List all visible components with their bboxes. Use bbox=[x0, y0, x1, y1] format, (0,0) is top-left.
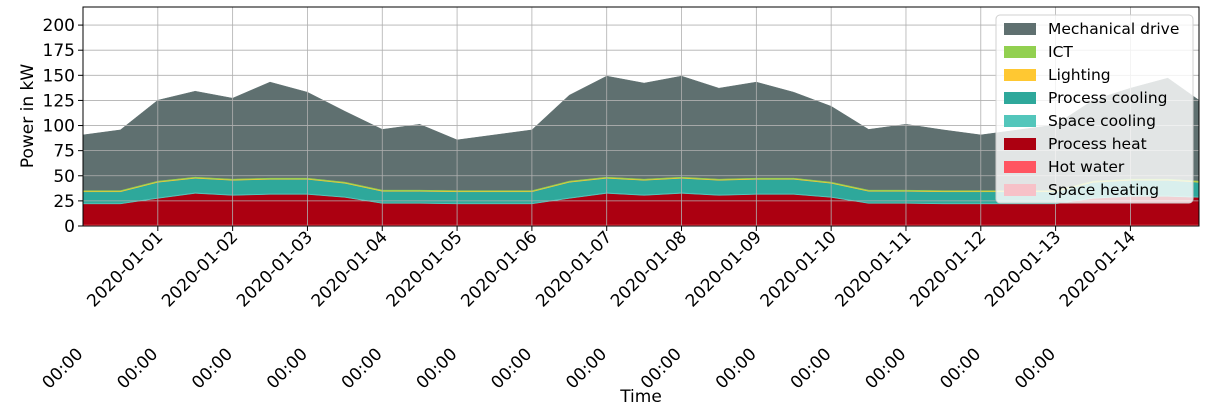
x-tick-label-date: 2020-01-11 bbox=[832, 227, 916, 311]
x-tick-label-date: 2020-01-05 bbox=[383, 227, 467, 311]
y-axis-ticks: 0 25 50 75 100 125 150 175 200 bbox=[43, 16, 83, 237]
legend-swatch-space-heating bbox=[1004, 184, 1036, 196]
x-tick-label-date: 2020-01-03 bbox=[233, 227, 317, 311]
legend-swatch-lighting bbox=[1004, 69, 1036, 81]
legend-label-process-cooling: Process cooling bbox=[1048, 89, 1168, 107]
y-tick-label: 125 bbox=[43, 91, 75, 111]
legend-swatch-process-cooling bbox=[1004, 92, 1036, 104]
y-tick-label: 50 bbox=[53, 167, 75, 187]
x-tick-label-time: 00:00 bbox=[712, 344, 761, 393]
x-tick-label-time: 00:00 bbox=[637, 344, 686, 393]
y-tick-label: 25 bbox=[53, 192, 75, 212]
x-tick-label-time: 00:00 bbox=[1011, 344, 1060, 393]
x-tick-label-time: 00:00 bbox=[936, 344, 985, 393]
x-tick-label-time: 00:00 bbox=[487, 344, 536, 393]
legend-swatch-mechanical-drive bbox=[1004, 23, 1036, 35]
legend-swatch-process-heat bbox=[1004, 138, 1036, 150]
legend-label-space-cooling: Space cooling bbox=[1048, 112, 1156, 130]
legend-label-lighting: Lighting bbox=[1048, 66, 1111, 84]
y-tick-label: 100 bbox=[43, 117, 75, 137]
x-tick-label-time: 00:00 bbox=[413, 344, 462, 393]
x-tick-label-time: 00:00 bbox=[562, 344, 611, 393]
legend-label-hot-water: Hot water bbox=[1048, 158, 1125, 176]
x-tick-label-time: 00:00 bbox=[39, 344, 88, 393]
x-tick-label-time: 00:00 bbox=[787, 344, 836, 393]
y-axis-label: Power in kW bbox=[18, 64, 38, 169]
x-tick-label-time: 00:00 bbox=[113, 344, 162, 393]
x-tick-label-time: 00:00 bbox=[188, 344, 237, 393]
y-tick-label: 200 bbox=[43, 16, 75, 36]
axes-border bbox=[82, 6, 1200, 227]
x-tick-label-date: 2020-01-08 bbox=[607, 227, 691, 311]
legend-swatch-space-cooling bbox=[1004, 115, 1036, 127]
x-tick-label-date: 2020-01-06 bbox=[457, 227, 541, 311]
legend-label-space-heating: Space heating bbox=[1048, 181, 1159, 199]
legend-swatch-ict bbox=[1004, 46, 1036, 58]
legend-label-ict: ICT bbox=[1048, 43, 1073, 61]
x-tick-label-time: 00:00 bbox=[338, 344, 387, 393]
y-tick-label: 150 bbox=[43, 66, 75, 86]
x-tick-label-date: 2020-01-01 bbox=[83, 227, 167, 311]
x-tick-label-date: 2020-01-10 bbox=[757, 227, 841, 311]
x-tick-label-time: 00:00 bbox=[263, 344, 312, 393]
legend-swatch-hot-water bbox=[1004, 161, 1036, 173]
y-tick-label: 0 bbox=[64, 217, 75, 237]
x-tick-label-date: 2020-01-07 bbox=[532, 227, 616, 311]
legend-label-mechanical-drive: Mechanical drive bbox=[1048, 20, 1179, 38]
y-tick-label: 75 bbox=[53, 142, 75, 162]
axes-frame bbox=[82, 6, 1200, 227]
x-tick-label-date: 2020-01-13 bbox=[981, 227, 1065, 311]
x-tick-label-time: 00:00 bbox=[862, 344, 911, 393]
legend-label-process-heat: Process heat bbox=[1048, 135, 1147, 153]
x-tick-label-date: 2020-01-02 bbox=[158, 227, 242, 311]
y-tick-label: 175 bbox=[43, 41, 75, 61]
x-tick-label-date: 2020-01-12 bbox=[906, 227, 990, 311]
x-axis-ticks: 2020-01-01 00:00 2020-01-02 00:00 2020-01-03… bbox=[39, 226, 1140, 393]
x-axis-label: Time bbox=[619, 387, 662, 407]
x-tick-label-date: 2020-01-14 bbox=[1056, 227, 1140, 311]
x-tick-label-date: 2020-01-04 bbox=[308, 227, 392, 311]
legend: Mechanical drive ICT Lighting Process cooli… bbox=[995, 14, 1194, 204]
legend-box bbox=[995, 14, 1194, 204]
x-tick-label-date: 2020-01-09 bbox=[682, 227, 766, 311]
